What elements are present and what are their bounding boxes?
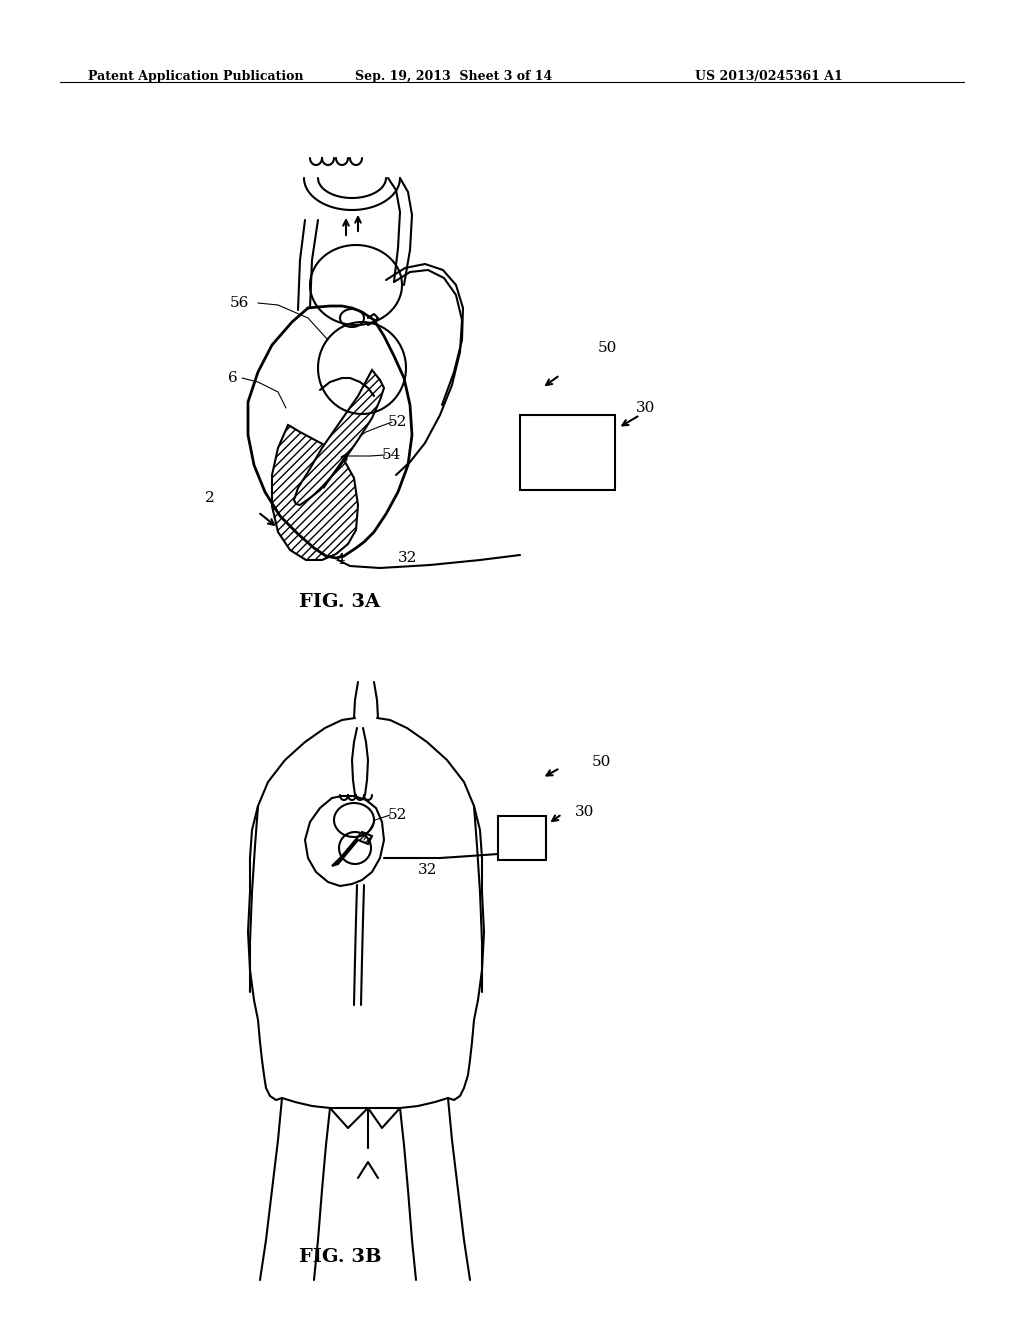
Polygon shape (294, 370, 384, 506)
Text: US 2013/0245361 A1: US 2013/0245361 A1 (695, 70, 843, 83)
Polygon shape (332, 832, 372, 866)
Text: FIG. 3A: FIG. 3A (299, 593, 381, 611)
Polygon shape (272, 425, 358, 560)
Text: 54: 54 (382, 447, 401, 462)
Text: 50: 50 (592, 755, 611, 770)
Text: 56: 56 (230, 296, 250, 310)
Text: 32: 32 (398, 550, 418, 565)
Bar (520, 414, 615, 490)
Text: Patent Application Publication: Patent Application Publication (88, 70, 303, 83)
Text: FIG. 3B: FIG. 3B (299, 1247, 381, 1266)
Text: 6: 6 (228, 371, 238, 385)
Text: 52: 52 (388, 414, 408, 429)
Text: 4: 4 (335, 553, 345, 568)
Text: 50: 50 (598, 341, 617, 355)
Text: 52: 52 (388, 808, 408, 822)
Text: Sep. 19, 2013  Sheet 3 of 14: Sep. 19, 2013 Sheet 3 of 14 (355, 70, 552, 83)
Text: 30: 30 (636, 401, 655, 414)
Bar (498, 816, 546, 861)
Text: 30: 30 (575, 805, 594, 818)
Text: 32: 32 (418, 863, 437, 876)
Text: 2: 2 (205, 491, 215, 506)
